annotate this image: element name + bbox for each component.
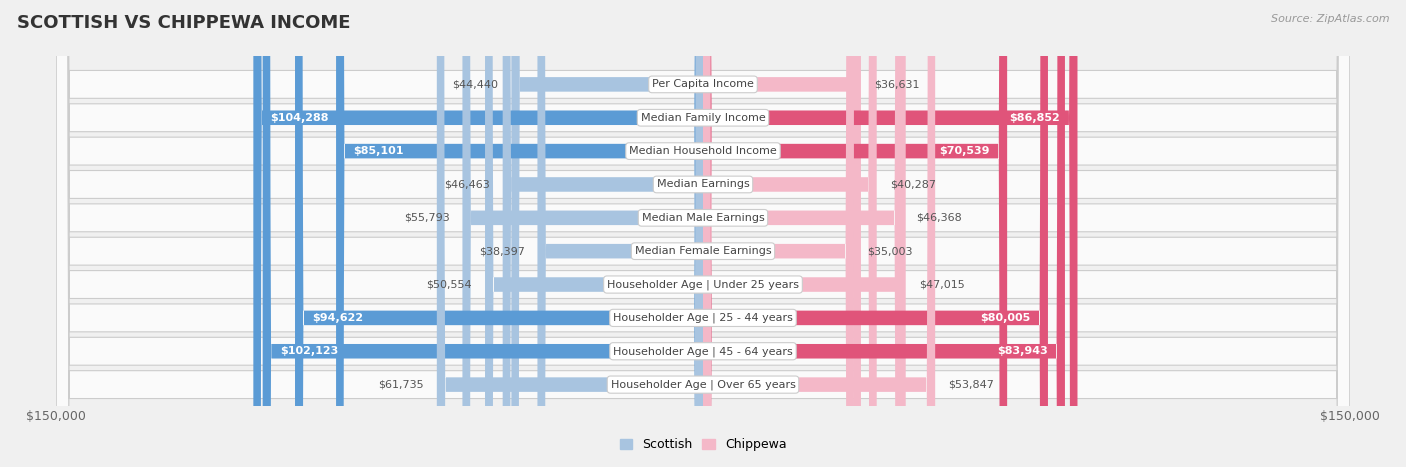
Text: Median Earnings: Median Earnings bbox=[657, 179, 749, 190]
Text: $80,005: $80,005 bbox=[980, 313, 1031, 323]
FancyBboxPatch shape bbox=[56, 0, 1350, 467]
FancyBboxPatch shape bbox=[485, 0, 703, 467]
FancyBboxPatch shape bbox=[263, 0, 703, 467]
Text: $53,847: $53,847 bbox=[948, 380, 994, 389]
FancyBboxPatch shape bbox=[703, 0, 1007, 467]
FancyBboxPatch shape bbox=[56, 0, 1350, 467]
Text: $85,101: $85,101 bbox=[353, 146, 404, 156]
FancyBboxPatch shape bbox=[56, 0, 1350, 467]
Text: $47,015: $47,015 bbox=[918, 280, 965, 290]
FancyBboxPatch shape bbox=[512, 0, 703, 467]
FancyBboxPatch shape bbox=[56, 0, 1350, 467]
FancyBboxPatch shape bbox=[537, 0, 703, 467]
FancyBboxPatch shape bbox=[56, 0, 1350, 467]
Text: $70,539: $70,539 bbox=[939, 146, 990, 156]
Text: $102,123: $102,123 bbox=[280, 346, 339, 356]
FancyBboxPatch shape bbox=[56, 0, 1350, 467]
Text: Householder Age | 25 - 44 years: Householder Age | 25 - 44 years bbox=[613, 312, 793, 323]
Text: $44,440: $44,440 bbox=[453, 79, 499, 89]
Text: $61,735: $61,735 bbox=[378, 380, 423, 389]
FancyBboxPatch shape bbox=[336, 0, 703, 467]
Text: Per Capita Income: Per Capita Income bbox=[652, 79, 754, 89]
FancyBboxPatch shape bbox=[295, 0, 703, 467]
FancyBboxPatch shape bbox=[703, 0, 905, 467]
FancyBboxPatch shape bbox=[56, 0, 1350, 467]
Text: Median Female Earnings: Median Female Earnings bbox=[634, 246, 772, 256]
Text: $36,631: $36,631 bbox=[875, 79, 920, 89]
FancyBboxPatch shape bbox=[463, 0, 703, 467]
FancyBboxPatch shape bbox=[703, 0, 860, 467]
Text: Householder Age | Under 25 years: Householder Age | Under 25 years bbox=[607, 279, 799, 290]
FancyBboxPatch shape bbox=[56, 0, 1350, 467]
Text: $86,852: $86,852 bbox=[1010, 113, 1060, 123]
Text: Householder Age | 45 - 64 years: Householder Age | 45 - 64 years bbox=[613, 346, 793, 356]
FancyBboxPatch shape bbox=[703, 0, 853, 467]
FancyBboxPatch shape bbox=[703, 0, 1077, 467]
Text: $46,368: $46,368 bbox=[915, 213, 962, 223]
FancyBboxPatch shape bbox=[253, 0, 703, 467]
Text: $104,288: $104,288 bbox=[270, 113, 329, 123]
FancyBboxPatch shape bbox=[56, 0, 1350, 467]
Legend: Scottish, Chippewa: Scottish, Chippewa bbox=[614, 433, 792, 456]
FancyBboxPatch shape bbox=[503, 0, 703, 467]
FancyBboxPatch shape bbox=[703, 0, 877, 467]
Text: $38,397: $38,397 bbox=[478, 246, 524, 256]
Text: $35,003: $35,003 bbox=[868, 246, 912, 256]
Text: Median Family Income: Median Family Income bbox=[641, 113, 765, 123]
Text: Source: ZipAtlas.com: Source: ZipAtlas.com bbox=[1271, 14, 1389, 24]
FancyBboxPatch shape bbox=[56, 0, 1350, 467]
Text: SCOTTISH VS CHIPPEWA INCOME: SCOTTISH VS CHIPPEWA INCOME bbox=[17, 14, 350, 32]
Text: $40,287: $40,287 bbox=[890, 179, 935, 190]
Text: $50,554: $50,554 bbox=[426, 280, 472, 290]
FancyBboxPatch shape bbox=[703, 0, 1047, 467]
FancyBboxPatch shape bbox=[703, 0, 1064, 467]
Text: Median Household Income: Median Household Income bbox=[628, 146, 778, 156]
Text: $94,622: $94,622 bbox=[312, 313, 363, 323]
FancyBboxPatch shape bbox=[703, 0, 935, 467]
Text: Median Male Earnings: Median Male Earnings bbox=[641, 213, 765, 223]
FancyBboxPatch shape bbox=[437, 0, 703, 467]
Text: $83,943: $83,943 bbox=[997, 346, 1047, 356]
Text: $46,463: $46,463 bbox=[444, 179, 489, 190]
Text: Householder Age | Over 65 years: Householder Age | Over 65 years bbox=[610, 379, 796, 390]
Text: $55,793: $55,793 bbox=[404, 213, 450, 223]
FancyBboxPatch shape bbox=[703, 0, 903, 467]
